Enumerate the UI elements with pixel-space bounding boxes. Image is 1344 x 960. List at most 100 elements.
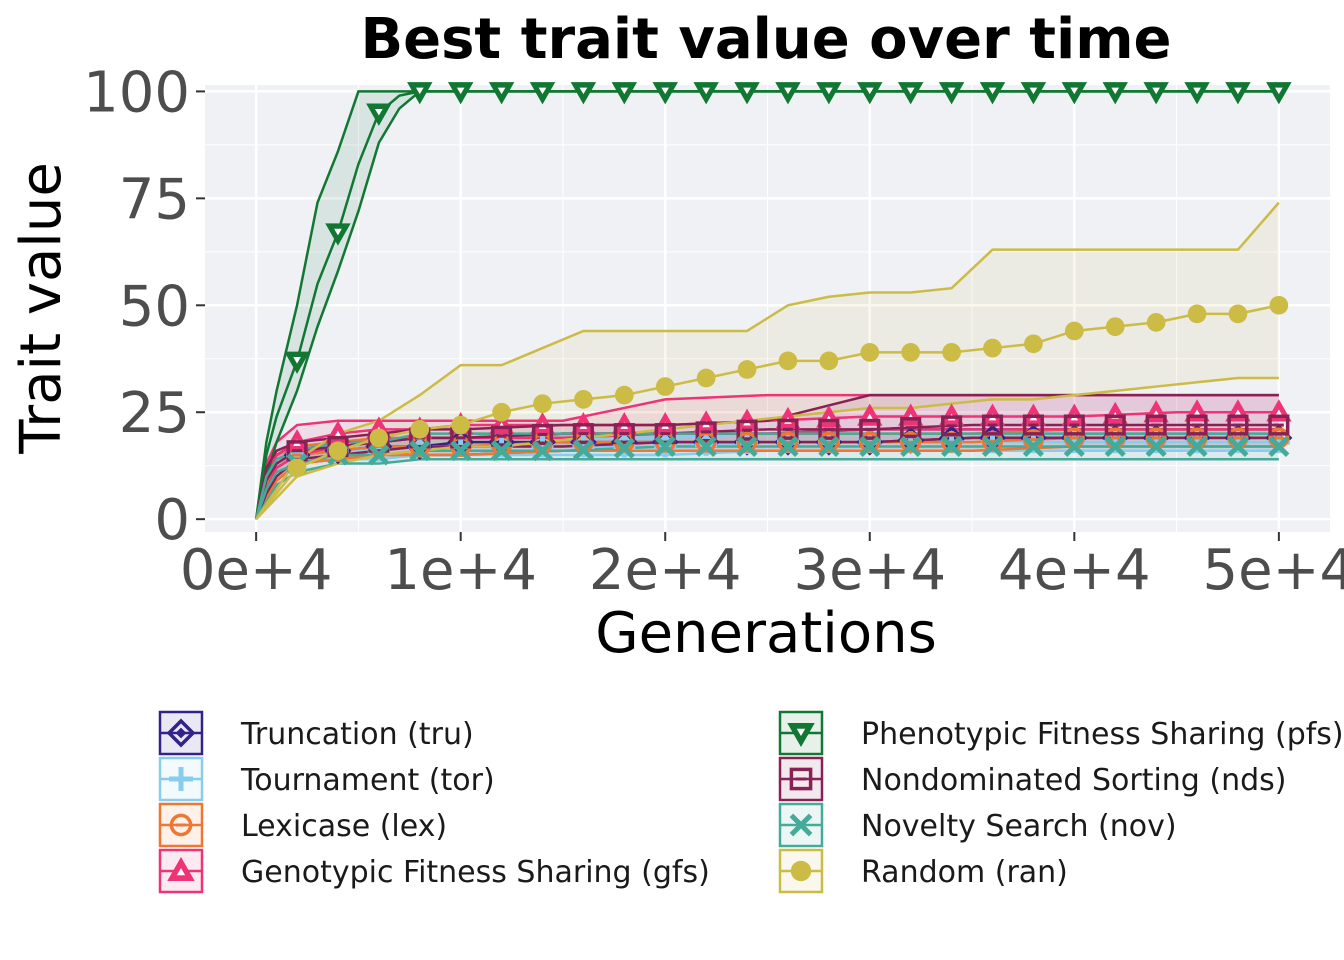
random-ran-point (614, 385, 634, 405)
random-ran-point (737, 360, 757, 379)
nondominated-sorting-nds-point (531, 423, 554, 446)
random-ran-point (1064, 321, 1084, 341)
novelty-search-nov-point (1104, 435, 1126, 458)
novelty-search-nov-point (409, 440, 431, 462)
random-ran-point (1146, 313, 1166, 332)
x-tick-label: 4e+4 (998, 538, 1151, 603)
random-ran-point (655, 377, 675, 396)
y-tick-label: 75 (119, 167, 190, 232)
phenotypic-fitness-sharing-pfs-point (857, 82, 883, 105)
random-ran-point (533, 394, 552, 414)
nondominated-sorting-nds-point (1186, 414, 1208, 436)
phenotypic-fitness-sharing-pfs-point (447, 82, 474, 105)
legend-label-genotypic-fitness-sharing-gfs: Genotypic Fitness Sharing (gfs) (241, 855, 710, 890)
random-ran-point (328, 441, 348, 461)
phenotypic-fitness-sharing-pfs-point (816, 82, 842, 105)
x-tick-label: 1e+4 (384, 538, 537, 603)
nondominated-sorting-nds-point (572, 423, 594, 445)
random-ran-point (819, 351, 839, 371)
y-tick-label: 100 (83, 60, 190, 125)
axes: 0e+4 1e+4 2e+4 3e+4 4e+4 5e+4 0 25 50 75 100 (83, 60, 1344, 603)
novelty-search-nov-point (941, 435, 963, 458)
novelty-search-nov-point (450, 440, 472, 462)
nondominated-sorting-nds-point (1268, 414, 1290, 436)
novelty-search-nov-point (368, 444, 390, 466)
legend-marker-tournament-tor (169, 767, 193, 791)
novelty-search-nov-point (900, 435, 922, 458)
novelty-search-nov-point (777, 435, 799, 458)
phenotypic-fitness-sharing-pfs-point (1184, 82, 1210, 105)
y-tick-label: 0 (154, 488, 190, 553)
novelty-search-nov-point (859, 435, 881, 458)
series-markers (283, 82, 1293, 478)
random-ran-point (1024, 334, 1043, 354)
novelty-search-nov-point (1186, 435, 1208, 458)
phenotypic-fitness-sharing-pfs-point (1225, 82, 1251, 105)
phenotypic-fitness-sharing-pfs-point (1020, 82, 1047, 105)
novelty-search-nov-point (654, 435, 676, 458)
phenotypic-fitness-sharing-pfs-point (1143, 82, 1169, 105)
novelty-search-nov-point (491, 440, 513, 462)
phenotypic-fitness-sharing-pfs-point (734, 82, 760, 105)
random-ran-upper-line (255, 201, 1280, 520)
random-ran-point (942, 342, 961, 362)
random-ran-point (860, 342, 880, 362)
legend-key-genotypic-fitness-sharing-gfs (158, 848, 204, 894)
novelty-search-nov-point (981, 435, 1004, 458)
phenotypic-fitness-sharing-pfs-point (693, 82, 719, 105)
random-ran-point (574, 390, 593, 409)
nondominated-sorting-nds-point (1145, 414, 1167, 436)
phenotypic-fitness-sharing-pfs-point (938, 82, 965, 105)
nondominated-sorting-nds-point (1022, 414, 1044, 436)
phenotypic-fitness-sharing-pfs-point (611, 82, 638, 105)
legend-marker-lexicase-lex (169, 813, 193, 837)
nondominated-sorting-nds-point (941, 415, 963, 437)
novelty-search-nov-point (1268, 435, 1290, 458)
nondominated-sorting-nds-point (1104, 414, 1126, 436)
nondominated-sorting-nds-point (859, 418, 881, 440)
legend-marker-nondominated-sorting-nds (789, 767, 813, 791)
nondominated-sorting-nds-point (981, 414, 1004, 436)
random-ran-point (492, 402, 511, 422)
phenotypic-fitness-sharing-pfs-point (897, 82, 924, 105)
novelty-search-nov-point (1022, 435, 1044, 458)
nondominated-sorting-nds-point (695, 421, 717, 443)
y-tick-label: 25 (119, 381, 190, 446)
phenotypic-fitness-sharing-pfs-point (979, 82, 1006, 105)
phenotypic-fitness-sharing-pfs-point (570, 82, 597, 105)
novelty-search-nov-point (572, 439, 594, 461)
legend: Truncation (tru) Tournament (tor) Lexicase… (158, 710, 1344, 894)
legend-label-nondominated-sorting-nds: Nondominated Sorting (nds) (861, 763, 1286, 798)
legend-marker-novelty-search-nov (789, 813, 813, 837)
novelty-search-nov-point (1145, 435, 1167, 458)
phenotypic-fitness-sharing-pfs-point (1266, 82, 1292, 105)
x-tick-label: 5e+4 (1203, 538, 1344, 603)
phenotypic-fitness-sharing-pfs-point (1061, 82, 1088, 105)
random-ran-point (1187, 304, 1207, 324)
novelty-search-nov-lower-line (255, 458, 1279, 520)
phenotypic-fitness-sharing-pfs-point (325, 223, 351, 246)
y-tick-label: 50 (119, 274, 190, 339)
legend-label-truncation-tru: Truncation (tru) (240, 717, 474, 752)
legend-marker-genotypic-fitness-sharing-gfs (167, 856, 195, 881)
random-ran-point (696, 368, 716, 388)
nondominated-sorting-nds-point (654, 423, 676, 445)
legend-key-lexicase-lex (158, 802, 204, 848)
x-tick-label: 0e+4 (180, 538, 333, 603)
novelty-search-nov-point (818, 435, 840, 458)
legend-marker-truncation-tru (166, 718, 196, 748)
nondominated-sorting-nds-point (1227, 414, 1249, 436)
phenotypic-fitness-sharing-pfs-point (775, 82, 801, 105)
nondominated-sorting-nds-point (818, 418, 840, 440)
nondominated-sorting-nds-point (491, 425, 513, 447)
nondominated-sorting-nds-point (777, 418, 799, 440)
phenotypic-fitness-sharing-pfs-point (284, 351, 310, 374)
phenotypic-fitness-sharing-pfs-point (1102, 82, 1128, 105)
novelty-search-nov-point (1063, 435, 1085, 458)
novelty-search-nov-point (736, 435, 758, 458)
novelty-search-nov-line (254, 445, 1279, 520)
random-ran-point (451, 415, 471, 435)
phenotypic-fitness-sharing-pfs-point (366, 103, 392, 126)
chart-title: Best trait value over time (360, 7, 1171, 72)
